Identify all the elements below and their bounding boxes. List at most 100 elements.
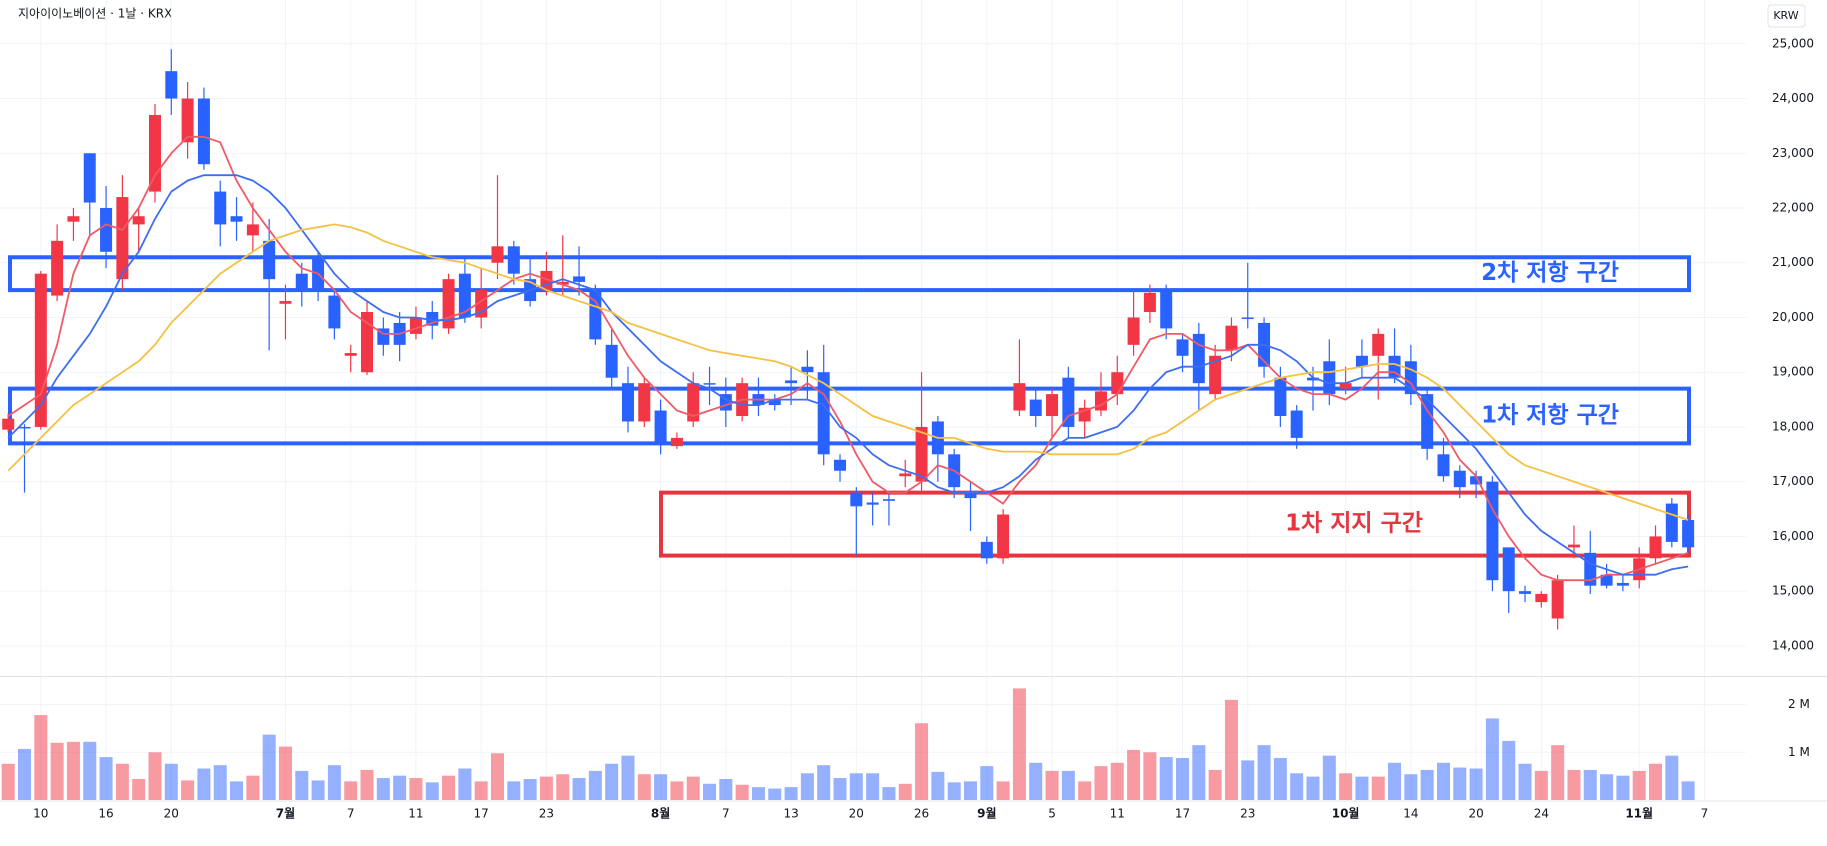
- candle-body: [1274, 377, 1287, 416]
- volume-bar: [1012, 688, 1026, 800]
- volume-bar: [1208, 769, 1222, 800]
- candle-body: [1160, 290, 1173, 329]
- volume-bar: [1632, 770, 1646, 800]
- volume-bar: [230, 781, 244, 800]
- x-tick-label: 11: [408, 807, 423, 821]
- candle-body: [1323, 361, 1336, 395]
- chart-title: 지아이이노베이션 · 1날 · KRX: [18, 7, 172, 21]
- candle-body: [964, 492, 977, 499]
- candle-body: [1421, 394, 1434, 449]
- candle-body: [1453, 470, 1466, 488]
- volume-bar: [360, 769, 374, 800]
- volume-bar: [539, 776, 553, 800]
- volume-bar: [784, 787, 798, 800]
- volume-bar: [768, 788, 782, 800]
- volume-bar: [898, 783, 912, 800]
- volume-bar: [1029, 762, 1043, 800]
- volume-bar: [458, 768, 472, 800]
- volume-bar: [1616, 775, 1630, 800]
- volume-bar: [1665, 755, 1679, 800]
- volume-bar: [833, 778, 847, 800]
- volume-bar: [115, 763, 129, 800]
- volume-bar: [181, 780, 195, 800]
- volume-bar: [621, 755, 635, 800]
- volume-bar: [1045, 770, 1059, 800]
- volume-bar: [817, 765, 831, 800]
- volume-bar: [1551, 745, 1565, 800]
- candle-body: [51, 240, 64, 296]
- candle-body: [132, 216, 145, 225]
- volume-bar: [1420, 769, 1434, 800]
- x-tick-label: 11: [1110, 807, 1125, 821]
- volume-bar: [572, 778, 586, 800]
- candle-body: [1372, 333, 1385, 356]
- candle-body: [409, 317, 422, 334]
- volume-bar: [1110, 762, 1124, 800]
- candle-body: [1111, 372, 1124, 395]
- volume-bar: [409, 778, 423, 800]
- y-tick-label: 22,000: [1772, 201, 1814, 215]
- x-tick-label: 8월: [651, 806, 670, 821]
- x-tick-label: 9월: [977, 806, 996, 821]
- y-tick-label: 18,000: [1772, 419, 1814, 433]
- volume-bar: [719, 779, 733, 800]
- volume-bar: [344, 781, 358, 800]
- volume-bar: [1241, 760, 1255, 800]
- volume-tick-label: 1 M: [1788, 745, 1810, 759]
- volume-bar: [1469, 768, 1483, 800]
- candle-body: [1502, 547, 1515, 592]
- volume-bar: [278, 746, 292, 800]
- candle-body: [1600, 574, 1613, 586]
- candle-body: [1209, 355, 1222, 395]
- candle-body: [1486, 481, 1499, 581]
- volume-bar: [1681, 781, 1695, 800]
- candle-body: [1535, 593, 1548, 603]
- x-tick-label: 20: [849, 807, 864, 821]
- volume-bar: [1306, 776, 1320, 800]
- volume-bar: [866, 773, 880, 800]
- x-tick-label: 7: [1701, 807, 1709, 821]
- volume-bar: [1485, 718, 1499, 800]
- candle-body: [997, 514, 1010, 559]
- volume-bar: [1273, 758, 1287, 800]
- candle-body: [1290, 410, 1303, 438]
- volume-bar: [849, 773, 863, 800]
- volume-bar: [882, 787, 896, 800]
- volume-bar: [262, 734, 276, 800]
- candle-body: [1519, 591, 1532, 594]
- volume-bar: [1649, 763, 1663, 800]
- candle-body: [817, 372, 830, 455]
- candle-body: [83, 153, 96, 203]
- candle-body: [246, 224, 259, 236]
- y-tick-label: 25,000: [1772, 36, 1814, 50]
- candle-body: [214, 191, 227, 225]
- candle-body: [1241, 317, 1254, 319]
- currency-box: [1767, 4, 1806, 28]
- candle-body: [181, 98, 194, 143]
- candle-body: [785, 380, 798, 384]
- candle-body: [556, 281, 569, 285]
- candle-body: [834, 459, 847, 471]
- x-tick-label: 16: [98, 807, 113, 821]
- candle-body: [1649, 536, 1662, 559]
- volume-bar: [637, 774, 651, 800]
- y-tick-label: 24,000: [1772, 91, 1814, 105]
- x-tick-label: 10월: [1332, 806, 1360, 821]
- currency: KRW: [1773, 9, 1798, 22]
- y-tick-label: 20,000: [1772, 310, 1814, 324]
- x-tick-label: 13: [783, 807, 798, 821]
- volume-bar: [1339, 773, 1353, 800]
- volume-bar: [654, 774, 668, 800]
- x-tick-label: 7월: [276, 806, 295, 821]
- volume-bar: [947, 782, 961, 800]
- candle-body: [768, 399, 781, 406]
- candle-body: [279, 301, 292, 304]
- volume-bar: [931, 771, 945, 800]
- volume-bar: [915, 723, 929, 800]
- candle-body: [2, 418, 15, 430]
- candle-body: [980, 541, 993, 559]
- x-tick-label: 5: [1048, 807, 1056, 821]
- candle-body: [1225, 325, 1238, 351]
- volume-bar: [963, 781, 977, 800]
- x-tick-label: 7: [722, 807, 730, 821]
